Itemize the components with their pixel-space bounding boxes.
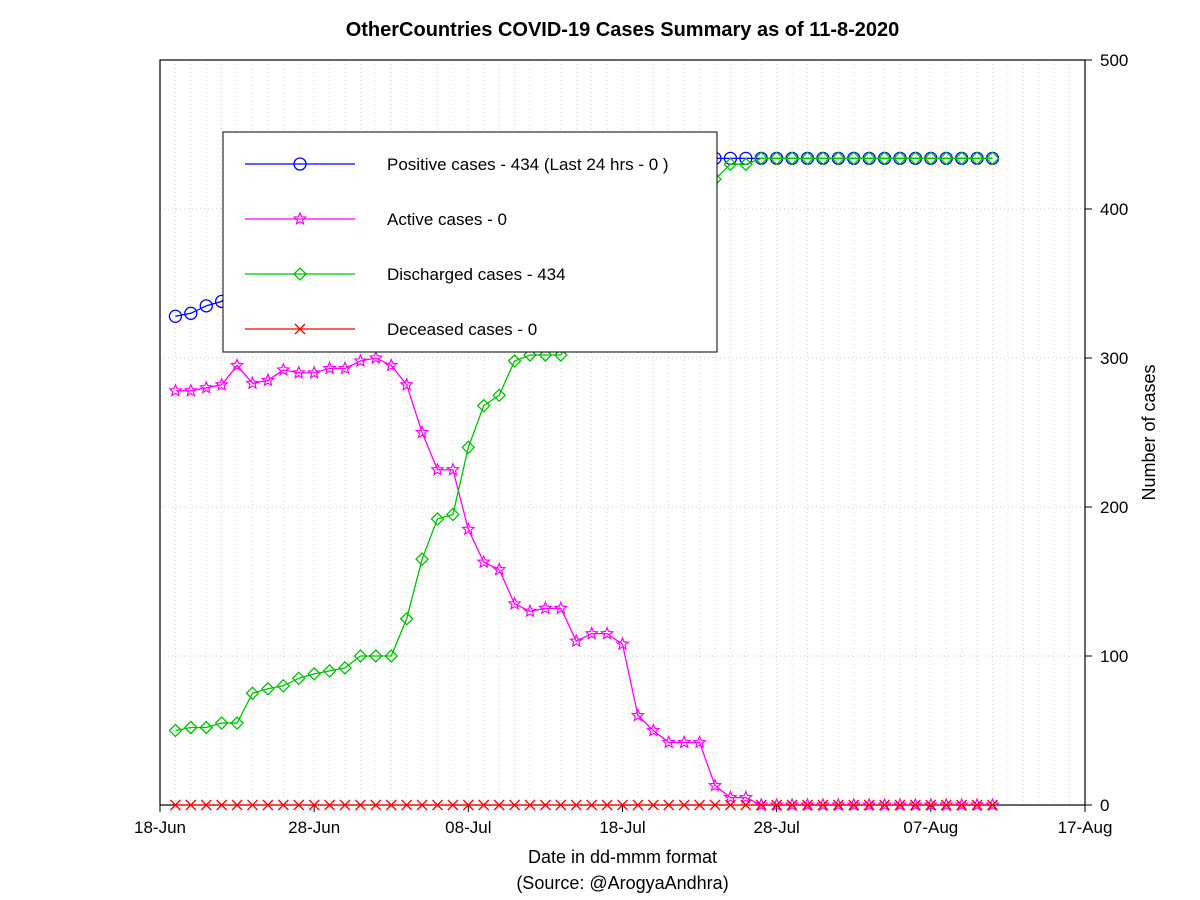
x-tick-label: 08-Jul bbox=[445, 818, 491, 837]
legend-label-positive: Positive cases - 434 (Last 24 hrs - 0 ) bbox=[387, 155, 669, 174]
y-tick-label: 0 bbox=[1100, 796, 1109, 815]
y-tick-label: 300 bbox=[1100, 349, 1128, 368]
x-tick-label: 28-Jul bbox=[754, 818, 800, 837]
chart-container: OtherCountries COVID-19 Cases Summary as… bbox=[0, 0, 1200, 900]
chart-title: OtherCountries COVID-19 Cases Summary as… bbox=[346, 19, 900, 41]
y-tick-label: 400 bbox=[1100, 200, 1128, 219]
x-axis-sublabel: (Source: @ArogyaAndhra) bbox=[516, 873, 728, 893]
x-tick-label: 18-Jul bbox=[599, 818, 645, 837]
x-tick-label: 17-Aug bbox=[1058, 818, 1113, 837]
x-tick-label: 18-Jun bbox=[134, 818, 186, 837]
chart-svg: OtherCountries COVID-19 Cases Summary as… bbox=[0, 0, 1200, 900]
legend-label-active: Active cases - 0 bbox=[387, 210, 507, 229]
x-tick-label: 28-Jun bbox=[288, 818, 340, 837]
legend-label-discharged: Discharged cases - 434 bbox=[387, 265, 566, 284]
y-tick-label: 200 bbox=[1100, 498, 1128, 517]
y-tick-label: 100 bbox=[1100, 647, 1128, 666]
x-axis-label: Date in dd-mmm format bbox=[528, 847, 717, 867]
y-axis-label: Number of cases bbox=[1139, 364, 1159, 500]
legend-label-deceased: Deceased cases - 0 bbox=[387, 320, 537, 339]
x-tick-label: 07-Aug bbox=[903, 818, 958, 837]
y-tick-label: 500 bbox=[1100, 51, 1128, 70]
